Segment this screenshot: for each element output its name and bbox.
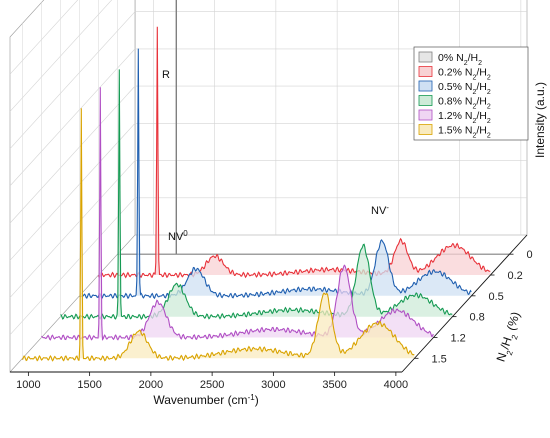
y-tick-label: 0.8 [470, 312, 485, 324]
annotation-nvminus: NV- [371, 203, 389, 218]
series-02 [97, 26, 491, 279]
annotation-nv0: NV0 [168, 229, 188, 244]
y-tick-label: 0 [527, 249, 533, 261]
legend-swatch [418, 80, 433, 92]
legend-label: 1.2% N2/H2 [438, 110, 491, 125]
series-08 [60, 69, 453, 321]
x-tick-label: 1000 [16, 379, 40, 391]
legend-entry: 1.2% N2/H2 [418, 109, 491, 125]
legend-entry: 1.5% N2/H2 [418, 124, 491, 140]
legend-swatch [418, 66, 433, 77]
side-wall-hgrid [9, 11, 136, 149]
y-axis-line [401, 234, 528, 373]
y-tick-label: 1.2 [451, 332, 466, 344]
series-line [21, 108, 415, 362]
side-wall-hgrid [9, 123, 136, 261]
legend-entry: 0.2% N2/H2 [418, 66, 491, 82]
legend-swatch [418, 51, 433, 63]
legend-swatch [418, 95, 433, 106]
y-tick-label: 1.5 [432, 353, 447, 365]
x-axis-title: Wavenumber (cm-1) [153, 393, 258, 408]
legend-entry: 0.8% N2/H2 [418, 95, 491, 111]
x-tick-label: 2000 [139, 379, 163, 391]
legend-label: 0.8% N2/H2 [438, 96, 491, 111]
side-wall-hgrid [9, 197, 136, 335]
series-05 [79, 48, 472, 300]
series-fill [41, 87, 434, 340]
y-tick-label: 0.2 [508, 270, 523, 282]
x-tick-label: 1500 [77, 379, 101, 391]
z-axis-title: Intensity (a.u.) [533, 82, 547, 158]
legend-swatch [418, 109, 433, 121]
chart-series-group [21, 0, 510, 362]
series-line [79, 48, 472, 300]
legend-label: 1.5% N2/H2 [438, 125, 491, 140]
legend-swatch [418, 124, 433, 135]
legend-entry: 0% N2/H2 [418, 51, 482, 67]
chart-axes: 1000 1500 2000 2500 3000 3500 4000 Wavenumber (… [10, 82, 547, 407]
legend-label: 0% N2/H2 [438, 52, 482, 67]
series-fill [98, 26, 491, 278]
series-line [97, 26, 491, 279]
legend-entry: 0.5% N2/H2 [418, 80, 491, 96]
legend-label: 0.2% N2/H2 [438, 67, 491, 82]
x-tick-label: 2500 [200, 379, 224, 391]
series-15 [21, 108, 415, 362]
side-wall-hgrid [9, 0, 79, 75]
series-line [60, 69, 453, 321]
chart-annotations: R NV0 NV- [162, 69, 389, 243]
side-wall-hgrid [9, 85, 136, 224]
y-tick-label: 0.5 [489, 291, 504, 303]
annotation-r: R [162, 69, 170, 81]
series-fill [22, 108, 415, 361]
legend-box [413, 46, 529, 141]
y-axis-title: N2/H2 (%) [494, 310, 527, 364]
x-tick-label: 3500 [322, 379, 346, 391]
legend-label: 0.5% N2/H2 [438, 81, 491, 96]
x-tick-label: 3000 [261, 379, 285, 391]
side-wall-hgrid [9, 0, 113, 112]
chart-legend: 0% N2/H20.2% N2/H20.5% N2/H20.8% N2/H21.… [413, 46, 529, 141]
side-wall-hgrid [9, 48, 136, 187]
x-tick-label: 4000 [384, 379, 408, 391]
side-wall-hgrid [9, 160, 136, 298]
